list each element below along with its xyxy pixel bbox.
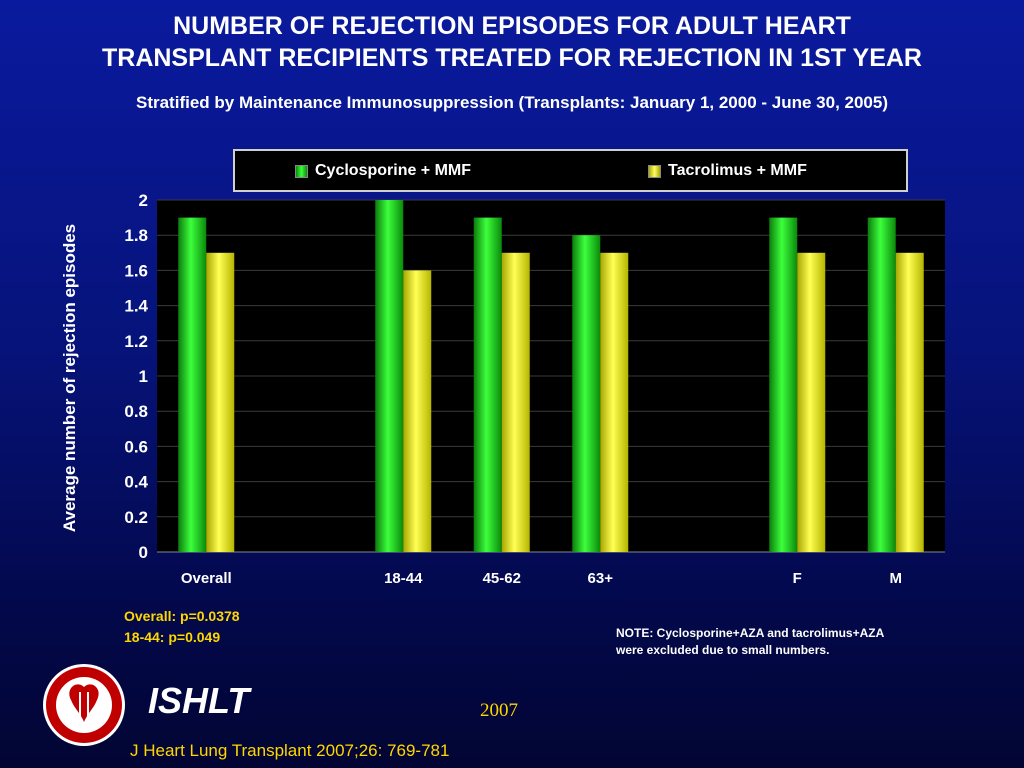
y-tick-label: 2 [139, 191, 148, 210]
bar-cyclosporine [867, 217, 896, 552]
x-category-label: Overall [181, 570, 232, 587]
bar-tacrolimus [600, 252, 629, 553]
publication-year: 2007 [480, 700, 518, 721]
x-category-label: 18-44 [384, 570, 423, 587]
exclusion-note: NOTE: Cyclosporine+AZA and tacrolimus+AZ… [616, 625, 884, 659]
ishlt-logo-icon [43, 664, 125, 746]
bar-cyclosporine [572, 235, 601, 552]
x-category-label: 63+ [588, 570, 614, 587]
brand-ishlt: ISHLT [148, 680, 250, 721]
y-tick-label: 0 [139, 543, 148, 562]
bar-cyclosporine [769, 217, 798, 552]
legend-label-tacrolimus: Tacrolimus + MMF [668, 162, 807, 179]
chart-title-line2: TRANSPLANT RECIPIENTS TREATED FOR REJECT… [102, 44, 922, 72]
x-category-label: F [793, 570, 802, 587]
note-line2: were excluded due to small numbers. [616, 643, 830, 657]
x-category-label: M [890, 570, 903, 587]
citation: J Heart Lung Transplant 2007;26: 769-781 [130, 741, 450, 760]
p-value-18-44: 18-44: p=0.049 [124, 629, 221, 645]
legend-swatch-yellow [648, 164, 661, 178]
legend-item-tacrolimus: Tacrolimus + MMF [648, 162, 807, 180]
y-tick-label: 0.8 [124, 402, 148, 421]
chart-legend: Cyclosporine + MMF Tacrolimus + MMF [233, 149, 908, 192]
p-value-overall: Overall: p=0.0378 [124, 608, 240, 624]
x-category-label: 45-62 [483, 570, 521, 587]
y-tick-label: 1 [139, 367, 148, 386]
chart-title-line1: NUMBER OF REJECTION EPISODES FOR ADULT H… [173, 12, 851, 40]
y-tick-label: 1.6 [124, 261, 148, 280]
y-tick-label: 1.4 [124, 297, 148, 316]
y-tick-label: 1.2 [124, 332, 148, 351]
y-tick-label: 1.8 [124, 226, 148, 245]
bar-cyclosporine [178, 217, 207, 552]
bar-tacrolimus [895, 252, 924, 553]
bar-chart: 0 0.2 0.4 0.6 0.8 1 1.2 1.4 1.6 1.8 2 Overall 18-44… [124, 191, 945, 587]
bar-tacrolimus [797, 252, 826, 553]
y-tick-label: 0.4 [124, 473, 148, 492]
y-tick-label: 0.6 [124, 437, 148, 456]
legend-item-cyclosporine: Cyclosporine + MMF [295, 162, 471, 180]
chart-title: NUMBER OF REJECTION EPISODES FOR ADULT H… [0, 10, 1024, 74]
note-line1: NOTE: Cyclosporine+AZA and tacrolimus+AZ… [616, 626, 885, 640]
legend-label-cyclosporine: Cyclosporine + MMF [315, 162, 472, 179]
bar-cyclosporine [375, 200, 404, 552]
bar-tacrolimus [501, 252, 530, 553]
bar-cyclosporine [473, 217, 502, 552]
p-values: Overall: p=0.0378 18-44: p=0.049 [124, 606, 240, 648]
chart-subtitle: Stratified by Maintenance Immunosuppress… [135, 93, 889, 112]
bar-tacrolimus [403, 270, 432, 552]
y-tick-label: 0.2 [124, 508, 148, 527]
legend-swatch-green [295, 164, 308, 178]
bar-tacrolimus [206, 252, 235, 553]
